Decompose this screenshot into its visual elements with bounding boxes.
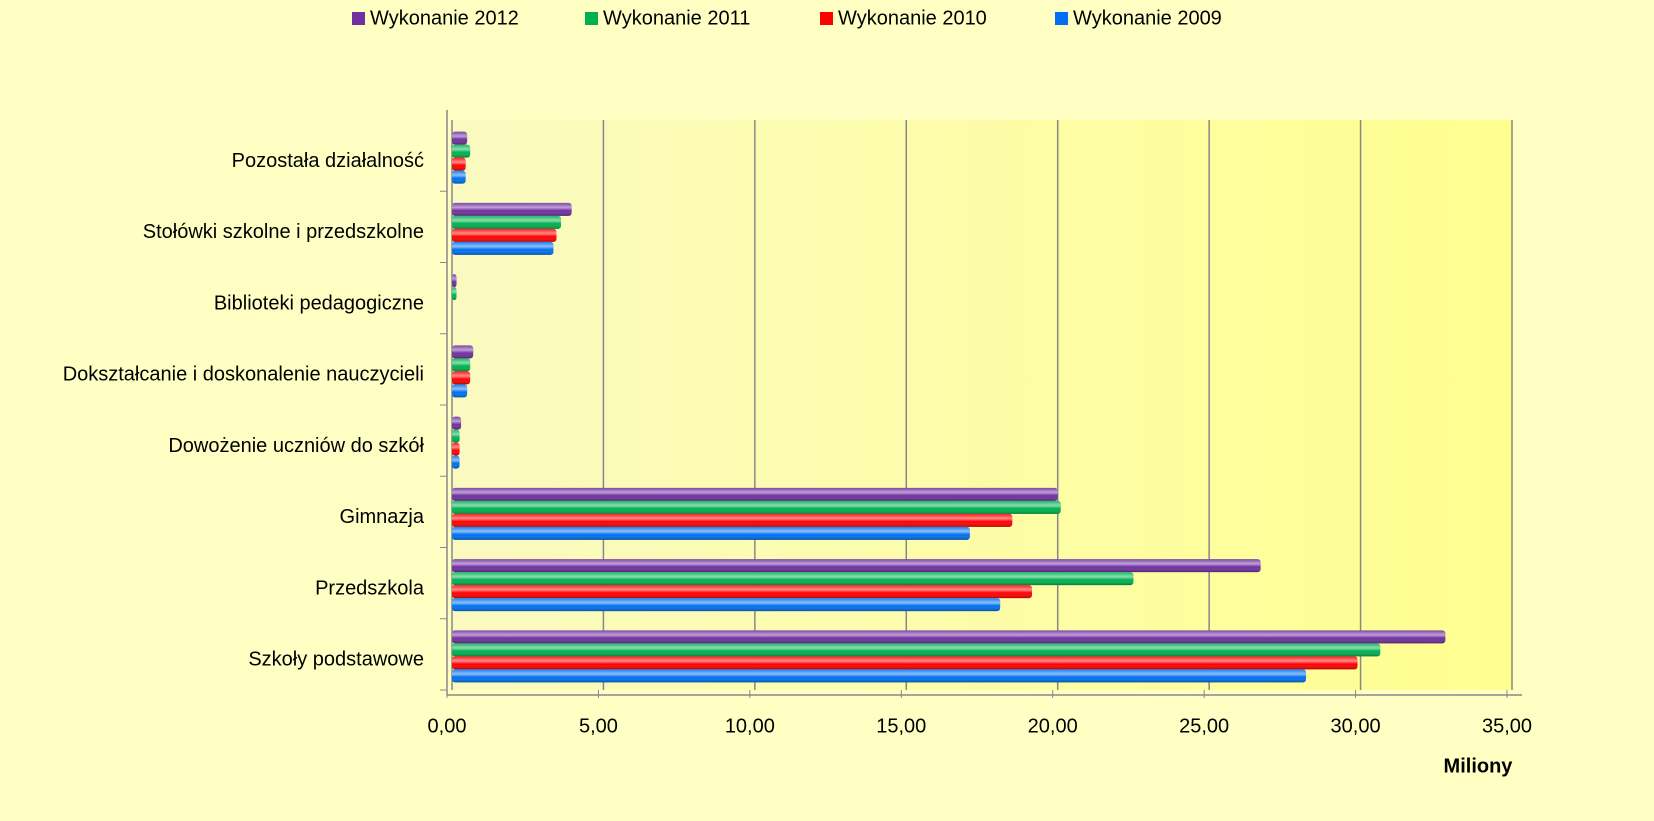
x-tick-label: 25,00: [1179, 715, 1229, 737]
bar-shine: [452, 442, 460, 456]
bar-shine: [452, 157, 466, 171]
legend-swatch: [1055, 12, 1068, 25]
y-tick-label: Szkoły podstawowe: [248, 649, 424, 671]
bar-shine: [452, 345, 474, 359]
bar-shine: [452, 202, 572, 216]
bar-shine: [452, 559, 1261, 573]
x-tick-label: 30,00: [1331, 715, 1381, 737]
bar-shine: [452, 228, 557, 242]
x-tick-label: 20,00: [1028, 715, 1078, 737]
y-tick-label: Dokształcanie i doskonalenie nauczycieli: [63, 364, 424, 386]
bar-shine: [452, 643, 1381, 657]
legend-swatch: [585, 12, 598, 25]
bar-shine: [452, 669, 1307, 683]
x-tick-label: 15,00: [876, 715, 926, 737]
y-tick-label: Dowożenie uczniów do szkół: [168, 435, 424, 457]
y-tick-label: Pozostała działalność: [232, 150, 424, 172]
bar-shine: [452, 630, 1446, 644]
x-tick-label: 35,00: [1482, 715, 1532, 737]
x-tick-label: 0,00: [428, 715, 467, 737]
bar-shine: [452, 500, 1061, 514]
bar-shine: [452, 241, 554, 255]
bar-shine: [452, 513, 1013, 527]
bar-shine: [452, 455, 460, 469]
bar-shine: [452, 371, 471, 385]
bar-shine: [452, 526, 970, 540]
x-tick-label: 10,00: [725, 715, 775, 737]
bar-shine: [452, 170, 466, 184]
bar-shine: [452, 416, 462, 430]
legend-label: Wykonanie 2010: [838, 7, 987, 29]
y-tick-label: Przedszkola: [315, 577, 425, 599]
bar-shine: [452, 274, 457, 288]
legend-swatch: [352, 12, 365, 25]
bar-shine: [452, 131, 468, 145]
y-tick-label: Stołówki szkolne i przedszkolne: [143, 221, 424, 243]
bar-shine: [452, 215, 562, 229]
bar-shine: [452, 572, 1134, 586]
legend-swatch: [820, 12, 833, 25]
legend-label: Wykonanie 2009: [1073, 7, 1222, 29]
bar-shine: [452, 358, 471, 372]
bar-shine: [452, 598, 1001, 612]
bar-shine: [452, 287, 457, 301]
legend-label: Wykonanie 2012: [370, 7, 519, 29]
bar-shine: [452, 384, 468, 398]
bar-shine: [452, 656, 1358, 670]
x-tick-label: 5,00: [579, 715, 618, 737]
bar-shine: [452, 487, 1058, 501]
y-tick-label: Gimnazja: [340, 506, 425, 528]
x-axis-title: Miliony: [1444, 755, 1514, 777]
bar-shine: [452, 429, 460, 443]
y-tick-label: Biblioteki pedagogiczne: [214, 292, 424, 314]
legend-label: Wykonanie 2011: [603, 7, 750, 29]
bar-shine: [452, 144, 471, 158]
bar-shine: [452, 585, 1032, 599]
